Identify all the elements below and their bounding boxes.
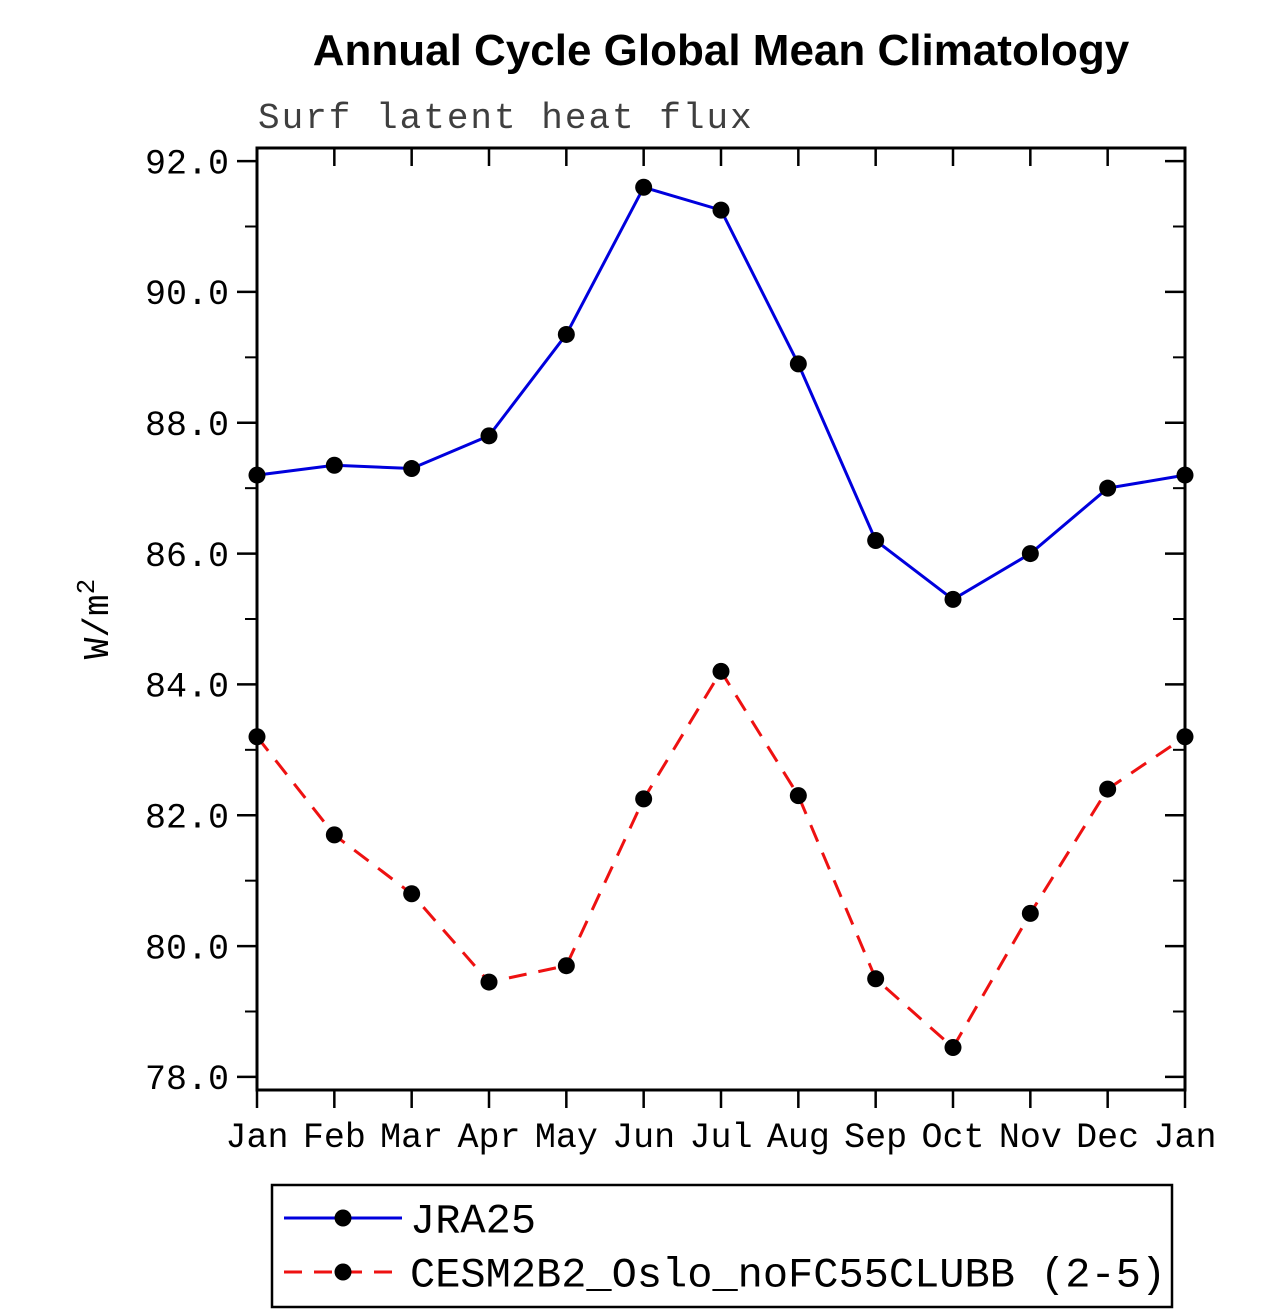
y-ticks <box>237 159 1185 1079</box>
y-tick-label: 88.0 <box>145 406 229 446</box>
data-point-marker <box>867 970 885 988</box>
data-point-marker <box>480 427 498 445</box>
legend-entry-jra25: JRA25 <box>284 1198 536 1246</box>
legend-label: CESM2B2_Oslo_noFC55CLUBB (2-5) <box>410 1252 1166 1300</box>
data-point-marker <box>944 590 962 608</box>
data-point-marker <box>557 957 575 975</box>
data-point-marker <box>635 790 653 808</box>
y-tick-label: 84.0 <box>145 668 229 708</box>
data-point-marker <box>1021 545 1039 563</box>
x-tick-label: Oct <box>921 1118 984 1158</box>
data-point-marker <box>248 466 266 484</box>
data-point-marker <box>712 201 730 219</box>
data-point-marker <box>1176 728 1194 746</box>
data-point-marker <box>403 885 421 903</box>
legend-entry-cesm2b2-oslo-nofc55clubb-2-5: CESM2B2_Oslo_noFC55CLUBB (2-5) <box>284 1252 1166 1300</box>
y-axis-label: W/m2 <box>72 579 119 659</box>
series-cesm2b2-oslo-nofc55clubb-2-5 <box>248 662 1194 1056</box>
legend: JRA25 CESM2B2_Oslo_noFC55CLUBB (2-5) <box>270 1183 1174 1309</box>
x-tick-label: Jul <box>689 1118 752 1158</box>
data-point-marker <box>1176 466 1194 484</box>
y-tick-label: 86.0 <box>145 537 229 577</box>
x-tick-label: Jan <box>225 1118 288 1158</box>
legend-marker <box>334 1263 352 1281</box>
legend-marker <box>334 1209 352 1227</box>
x-tick-label: Nov <box>999 1118 1062 1158</box>
chart-title: Annual Cycle Global Mean Climatology <box>312 26 1130 75</box>
y-tick-label: 80.0 <box>145 929 229 969</box>
x-tick-label: Mar <box>380 1118 443 1158</box>
data-point-marker <box>789 787 807 805</box>
data-point-marker <box>557 325 575 343</box>
x-tick-labels: Jan Feb Mar Apr May Jun Jul Aug Sep Oct Nov Dec Jan <box>225 1118 1216 1158</box>
x-tick-label: May <box>535 1118 598 1158</box>
data-point-marker <box>944 1038 962 1056</box>
x-ticks <box>255 148 1187 1108</box>
legend-label: JRA25 <box>410 1198 536 1246</box>
data-point-marker <box>480 973 498 991</box>
x-tick-label: Sep <box>844 1118 907 1158</box>
data-point-marker <box>1099 780 1117 798</box>
x-tick-label: Dec <box>1076 1118 1139 1158</box>
legend-box <box>270 1183 1174 1309</box>
series-line <box>256 185 1186 602</box>
data-point-marker <box>325 826 343 844</box>
series-jra25 <box>248 178 1194 608</box>
y-tick-labels: 78.0 80.0 82.0 84.0 86.0 88.0 90.0 92.0 <box>145 144 229 1100</box>
x-tick-label: Aug <box>767 1118 830 1158</box>
x-tick-label: Jan <box>1153 1118 1216 1158</box>
series-line <box>255 668 1186 1050</box>
x-tick-label: Feb <box>303 1118 366 1158</box>
data-point-marker <box>248 728 266 746</box>
data-point-marker <box>1099 479 1117 497</box>
data-point-marker <box>635 178 653 196</box>
y-minor-ticks <box>245 225 1185 1013</box>
data-point-marker <box>325 456 343 474</box>
data-point-marker <box>712 662 730 680</box>
data-point-marker <box>789 355 807 373</box>
chart-subtitle: Surf latent heat flux <box>258 98 754 139</box>
x-tick-label: Jun <box>612 1118 675 1158</box>
data-point-marker <box>403 460 421 478</box>
y-tick-label: 78.0 <box>145 1060 229 1100</box>
data-point-marker <box>1021 904 1039 922</box>
x-tick-label: Apr <box>457 1118 520 1158</box>
y-tick-label: 92.0 <box>145 144 229 184</box>
y-tick-label: 90.0 <box>145 275 229 315</box>
plot-border <box>255 146 1187 1092</box>
data-point-marker <box>867 532 885 549</box>
y-tick-label: 82.0 <box>145 799 229 839</box>
